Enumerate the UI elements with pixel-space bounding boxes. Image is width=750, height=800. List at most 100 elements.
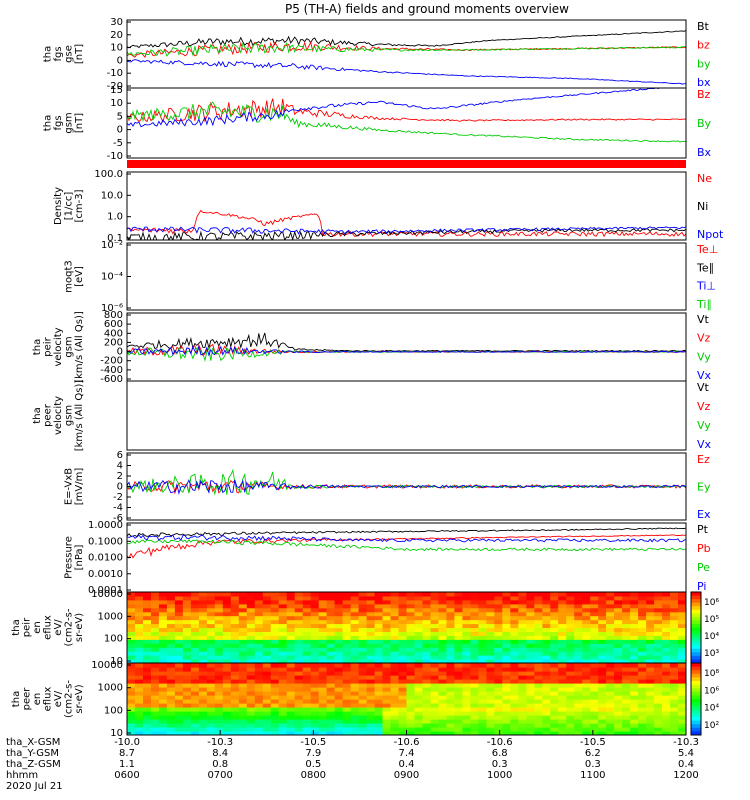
heatmap-cell xyxy=(326,691,336,696)
heatmap-cell xyxy=(414,687,424,692)
heatmap-cell xyxy=(214,603,224,609)
heatmap-cell xyxy=(214,691,224,696)
heatmap-cell xyxy=(198,623,208,629)
heatmap-cell xyxy=(310,651,320,656)
heatmap-cell xyxy=(270,619,280,625)
heatmap-cell xyxy=(270,599,280,605)
heatmap-cell xyxy=(374,639,384,644)
heatmap-cell xyxy=(534,687,543,692)
heatmap-cell xyxy=(478,679,487,684)
heatmap-cell xyxy=(127,679,136,684)
heatmap-cell xyxy=(422,599,432,605)
heatmap-cell xyxy=(254,595,264,601)
heatmap-cell xyxy=(382,679,392,684)
heatmap-cell xyxy=(622,603,631,609)
heatmap-cell xyxy=(502,683,511,688)
heatmap-cell xyxy=(151,723,160,728)
heatmap-cell xyxy=(422,615,432,621)
heatmap-cell xyxy=(374,623,384,629)
heatmap-cell xyxy=(430,631,440,636)
heatmap-cell xyxy=(278,687,288,692)
heatmap-cell xyxy=(230,603,240,609)
heatmap-cell xyxy=(398,599,408,605)
heatmap-cell xyxy=(662,615,671,621)
heatmap-cell xyxy=(358,631,368,636)
heatmap-cell xyxy=(574,715,583,720)
heatmap-cell xyxy=(566,611,575,617)
heatmap-cell xyxy=(478,635,487,640)
heatmap-cell xyxy=(238,595,248,601)
heatmap-cell xyxy=(366,675,376,680)
heatmap-cell xyxy=(502,603,511,609)
y-tick-label: -10 xyxy=(107,68,123,79)
heatmap-cell xyxy=(390,707,400,712)
heatmap-cell xyxy=(598,639,607,644)
heatmap-cell xyxy=(598,627,607,632)
heatmap-cell xyxy=(654,719,663,724)
y-axis-label-line: [nT] xyxy=(74,44,85,64)
colorbar-tick-label: 10⁴ xyxy=(704,632,719,642)
heatmap-cell xyxy=(358,623,368,629)
ephemeris-value: 1.1 xyxy=(119,759,135,770)
heatmap-cell xyxy=(550,711,559,716)
heatmap-cell xyxy=(518,663,527,668)
heatmap-cell xyxy=(590,599,599,605)
legend-entry: Bx xyxy=(697,146,712,159)
heatmap-cell xyxy=(190,703,200,708)
heatmap-cell xyxy=(382,731,392,735)
y-tick-label: 400 xyxy=(104,328,123,339)
heatmap-cell xyxy=(135,607,144,613)
heatmap-cell xyxy=(334,651,344,656)
heatmap-cell xyxy=(222,651,232,656)
heatmap-cell xyxy=(214,639,224,644)
heatmap-cell xyxy=(246,715,256,720)
heatmap-cell xyxy=(614,719,623,724)
heatmap-cell xyxy=(302,659,312,663)
heatmap-cell xyxy=(318,707,328,712)
heatmap-cell xyxy=(670,611,679,617)
heatmap-cell xyxy=(198,715,208,720)
heatmap-cell xyxy=(350,603,360,609)
heatmap-cell xyxy=(222,687,232,692)
heatmap-cell xyxy=(414,719,424,724)
heatmap-cell xyxy=(302,592,312,597)
heatmap-cell xyxy=(574,663,583,668)
heatmap-cell xyxy=(502,639,511,644)
heatmap-cell xyxy=(151,623,160,629)
heatmap-cell xyxy=(286,731,296,735)
heatmap-cell xyxy=(270,691,280,696)
heatmap-cell xyxy=(278,699,288,704)
heatmap-cell xyxy=(606,719,615,724)
heatmap-cell xyxy=(574,711,583,716)
heatmap-cell xyxy=(534,707,543,712)
heatmap-cell xyxy=(582,671,591,676)
ephemeris-value: 0.8 xyxy=(212,759,228,770)
heatmap-cell xyxy=(254,703,264,708)
heatmap-cell xyxy=(182,639,192,644)
heatmap-cell xyxy=(422,699,432,704)
heatmap-cell xyxy=(494,631,503,636)
heatmap-cell xyxy=(486,687,495,692)
heatmap-cell xyxy=(598,631,607,636)
heatmap-cell xyxy=(662,715,671,720)
heatmap-cell xyxy=(278,603,288,609)
heatmap-cell xyxy=(534,715,543,720)
heatmap-cell xyxy=(342,707,352,712)
heatmap-cell xyxy=(486,655,495,660)
heatmap-cell xyxy=(151,659,160,663)
heatmap-cell xyxy=(158,651,168,656)
heatmap-cell xyxy=(406,719,416,724)
heatmap-cell xyxy=(238,647,248,652)
heatmap-cell xyxy=(518,727,527,732)
heatmap-cell xyxy=(158,719,168,724)
heatmap-cell xyxy=(151,731,160,735)
heatmap-cell xyxy=(214,623,224,629)
heatmap-cell xyxy=(582,683,591,688)
heatmap-cell xyxy=(510,635,519,640)
heatmap-cell xyxy=(342,727,352,732)
heatmap-cell xyxy=(446,639,455,644)
heatmap-cell xyxy=(438,655,447,660)
colorbar-segment xyxy=(691,620,701,625)
heatmap-cell xyxy=(174,623,184,629)
heatmap-cell xyxy=(366,619,376,625)
